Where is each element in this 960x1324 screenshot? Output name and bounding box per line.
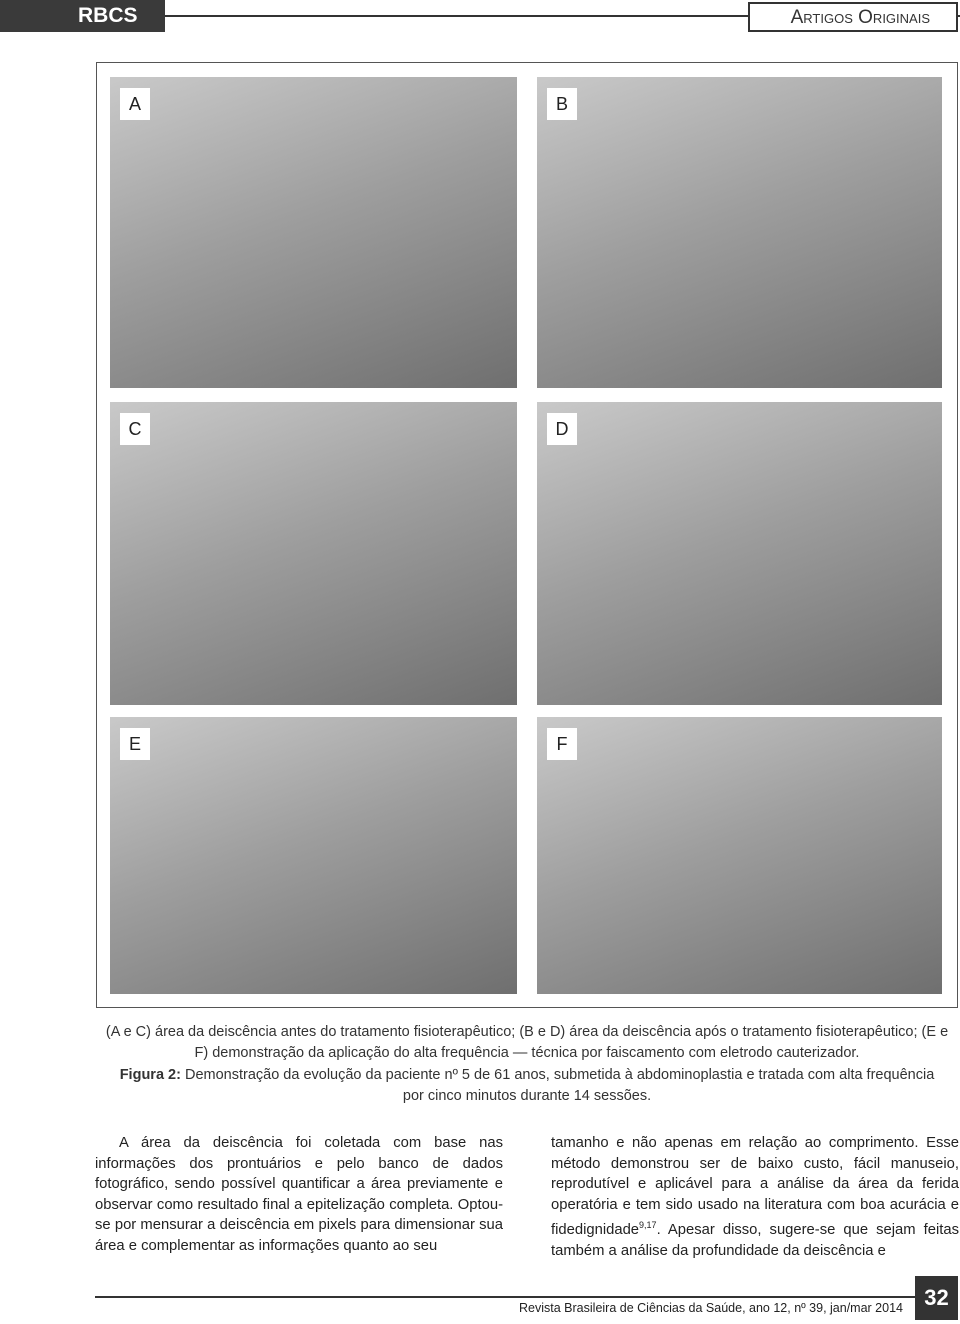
photo: A [110, 77, 517, 388]
header-rule [0, 15, 960, 17]
panel-label: C [120, 413, 150, 445]
body-text: . Apesar disso, sugere-se que sejam feit… [551, 1222, 959, 1259]
caption-text: Demonstração da evolução da paciente nº … [184, 1067, 935, 1104]
reference: 9,17 [639, 1220, 657, 1231]
body-column: tamanho e não apenas em relação ao compr… [551, 1133, 959, 1261]
body-text: tamanho e não apenas em relação ao compr… [551, 1135, 959, 1239]
panel-label: A [120, 88, 150, 120]
photo: F [537, 717, 942, 994]
figure-note: (A e C) área da deiscência antes do trat… [105, 1024, 949, 1061]
photo: E [110, 717, 517, 994]
photo: B [537, 77, 942, 388]
panel-label: E [120, 728, 150, 760]
photo: D [537, 402, 942, 705]
citation: Revista Brasileira de Ciências da Saúde,… [519, 1301, 903, 1315]
figure-caption: Figura 2: Demonstração da evolução da pa… [96, 1065, 958, 1107]
figure-frame [96, 62, 958, 1008]
photo: C [110, 402, 517, 705]
section-tab: Artigos Originais [748, 2, 958, 32]
panel-label: D [547, 413, 577, 445]
body-column: A área da deiscência foi coletada com ba… [95, 1135, 503, 1254]
journal-tab: RBCS [0, 0, 165, 32]
panel-label: B [547, 88, 577, 120]
caption-label: Figura 2: [119, 1067, 181, 1083]
panel-label: F [547, 728, 577, 760]
page-number: 32 [915, 1276, 958, 1320]
footer-rule [95, 1296, 915, 1298]
